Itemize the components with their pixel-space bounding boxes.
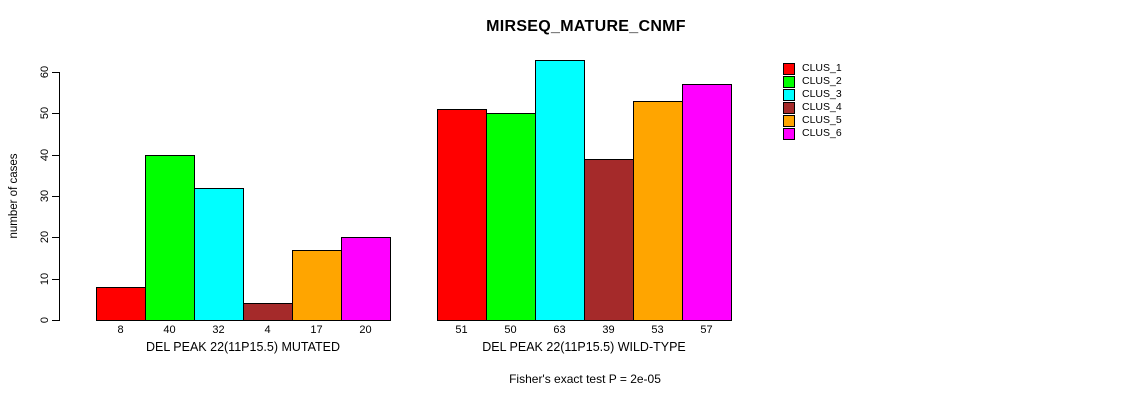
bar-clus_3-group2	[535, 60, 585, 321]
y-tick	[52, 279, 59, 280]
y-tick-label: 10	[39, 272, 51, 286]
legend-swatch-icon	[783, 75, 795, 88]
y-tick	[52, 237, 59, 238]
bar-clus_1-group1	[96, 287, 146, 321]
bar-clus_5-group2	[633, 101, 683, 321]
bar-value-label: 50	[504, 324, 517, 336]
y-axis-label: number of cases	[8, 153, 20, 239]
legend-label: CLUS_4	[802, 101, 842, 113]
y-tick-label: 20	[39, 230, 51, 244]
legend-label: CLUS_1	[802, 62, 842, 74]
bar-value-label: 17	[310, 324, 323, 336]
bar-clus_4-group1	[243, 303, 293, 321]
y-tick-label: 40	[39, 148, 51, 162]
bar-clus_2-group1	[145, 155, 195, 321]
bar-clus_4-group2	[584, 159, 634, 321]
bar-value-label: 32	[212, 324, 225, 336]
y-tick-label: 0	[39, 316, 51, 324]
legend-item-clus_3: CLUS_3	[783, 88, 842, 101]
chart-title: MIRSEQ_MATURE_CNMF	[486, 18, 686, 35]
bar-value-label: 4	[264, 324, 271, 336]
y-tick-label: 60	[39, 65, 51, 79]
legend-swatch-icon	[783, 101, 795, 114]
bar-clus_5-group1	[292, 250, 342, 321]
group-label: DEL PEAK 22(11P15.5) WILD-TYPE	[482, 340, 686, 354]
legend-label: CLUS_6	[802, 127, 842, 139]
legend-label: CLUS_5	[802, 114, 842, 126]
legend-item-clus_2: CLUS_2	[783, 75, 842, 88]
bar-value-label: 39	[602, 324, 615, 336]
bar-clus_6-group1	[341, 237, 391, 321]
bar-value-label: 57	[700, 324, 713, 336]
y-tick	[52, 72, 59, 73]
legend-label: CLUS_2	[802, 75, 842, 87]
legend-swatch-icon	[783, 62, 795, 75]
bar-value-label: 8	[117, 324, 124, 336]
legend-item-clus_5: CLUS_5	[783, 114, 842, 127]
bar-value-label: 40	[163, 324, 176, 336]
y-tick	[52, 320, 59, 321]
bar-clus_6-group2	[682, 84, 732, 321]
footnote: Fisher's exact test P = 2e-05	[509, 372, 661, 386]
bar-clus_1-group2	[437, 109, 487, 321]
bar-value-label: 63	[553, 324, 566, 336]
y-tick	[52, 113, 59, 114]
y-tick-label: 30	[39, 189, 51, 203]
legend-item-clus_4: CLUS_4	[783, 101, 842, 114]
bar-clus_2-group2	[486, 113, 536, 321]
bar-value-label: 53	[651, 324, 664, 336]
legend-label: CLUS_3	[802, 88, 842, 100]
legend-swatch-icon	[783, 127, 795, 140]
bar-value-label: 51	[455, 324, 468, 336]
legend-item-clus_6: CLUS_6	[783, 127, 842, 140]
legend-swatch-icon	[783, 114, 795, 127]
legend-item-clus_1: CLUS_1	[783, 62, 842, 75]
y-tick	[52, 155, 59, 156]
legend-swatch-icon	[783, 88, 795, 101]
y-tick-label: 50	[39, 106, 51, 120]
group-label: DEL PEAK 22(11P15.5) MUTATED	[145, 340, 341, 354]
bar-value-label: 20	[359, 324, 372, 336]
y-tick	[52, 196, 59, 197]
bar-clus_3-group1	[194, 188, 244, 321]
y-axis-line	[59, 72, 60, 321]
